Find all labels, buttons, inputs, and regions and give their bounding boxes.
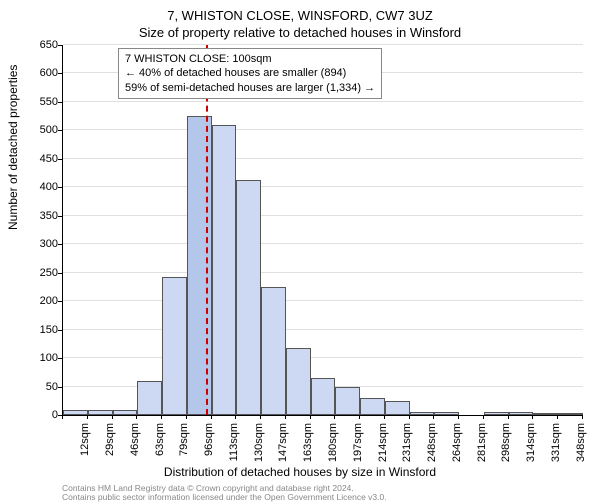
y-axis-label: Number of detached properties <box>6 65 20 230</box>
histogram-bar <box>286 348 311 415</box>
y-tick-label: 100 <box>30 352 58 364</box>
y-tick-label: 550 <box>30 96 58 108</box>
y-tick-label: 150 <box>30 324 58 336</box>
y-tick-label: 50 <box>30 381 58 393</box>
y-tick-label: 300 <box>30 238 58 250</box>
histogram-bar <box>558 413 583 415</box>
y-tick-label: 600 <box>30 67 58 79</box>
histogram-bar <box>509 412 534 415</box>
y-tick-label: 0 <box>30 409 58 421</box>
reference-line <box>206 45 208 415</box>
histogram-bar <box>360 398 385 415</box>
histogram-bar <box>261 287 286 415</box>
y-tick-label: 450 <box>30 153 58 165</box>
histogram-bar <box>113 410 138 415</box>
histogram-bar <box>434 412 459 415</box>
histogram-bar <box>410 412 435 415</box>
histogram-bar <box>385 401 410 415</box>
title-subtitle: Size of property relative to detached ho… <box>0 25 600 40</box>
y-tick-label: 350 <box>30 210 58 222</box>
annotation-line1: 7 WHISTON CLOSE: 100sqm <box>125 52 375 66</box>
histogram-bar <box>88 410 113 415</box>
title-address: 7, WHISTON CLOSE, WINSFORD, CW7 3UZ <box>0 8 600 23</box>
y-tick-label: 200 <box>30 295 58 307</box>
histogram-bar <box>236 180 261 415</box>
histogram-bar <box>335 387 360 415</box>
histogram-bar <box>311 378 336 415</box>
annotation-line3: 59% of semi-detached houses are larger (… <box>125 81 375 95</box>
footer-line2: Contains public sector information licen… <box>62 493 387 502</box>
annotation-line2: ← 40% of detached houses are smaller (89… <box>125 66 375 80</box>
histogram-bar <box>212 125 237 415</box>
y-tick-label: 400 <box>30 181 58 193</box>
histogram-bar <box>137 381 162 415</box>
histogram-bar <box>162 277 187 415</box>
y-tick-label: 650 <box>30 39 58 51</box>
annotation-box: 7 WHISTON CLOSE: 100sqm ← 40% of detache… <box>118 48 382 99</box>
histogram-bar <box>533 413 558 415</box>
histogram-bar <box>63 410 88 415</box>
histogram-bar <box>484 412 509 415</box>
plot-area: 7 WHISTON CLOSE: 100sqm ← 40% of detache… <box>62 45 583 416</box>
y-tick-label: 250 <box>30 267 58 279</box>
chart-container: 7, WHISTON CLOSE, WINSFORD, CW7 3UZ Size… <box>0 0 600 500</box>
x-axis-label: Distribution of detached houses by size … <box>0 465 600 479</box>
y-tick-label: 500 <box>30 124 58 136</box>
